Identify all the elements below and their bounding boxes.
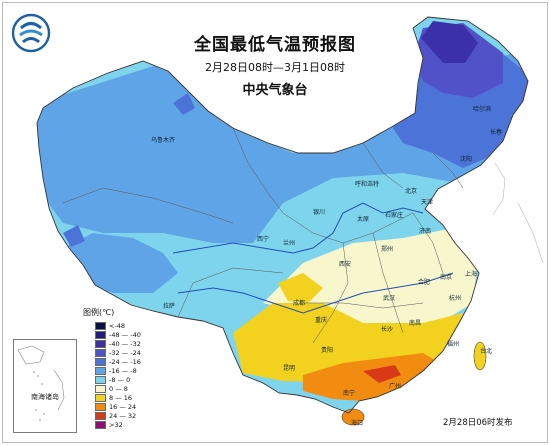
legend-label: 8 — 16 [109,393,133,402]
legend-label: -16 — -8 [109,366,137,375]
city-label: 银川 [313,209,326,216]
issuing-agency: 中央气象台 [242,83,308,98]
legend-item: 16 — 24 [95,402,136,411]
legend-swatch [95,330,106,339]
legend-item: -40 — -32 [95,339,141,348]
city-label: 郑州 [381,246,394,253]
city-label: 合肥 [418,279,431,286]
legend-label: >32 [109,420,123,429]
city-label: 呼和浩特 [355,181,380,188]
city-label: 拉萨 [163,303,176,310]
legend-swatch [95,321,106,330]
legend-swatch [95,411,106,420]
legend-swatch [95,348,106,357]
forecast-period: 2月28日08时—3月1日08时 [205,61,345,74]
city-label: 南宁 [343,390,356,397]
legend-item: 8 — 16 [95,393,132,402]
legend-swatch [95,420,106,429]
city-label: 天津 [421,199,434,206]
city-label: 长沙 [381,326,394,333]
city-label: 成都 [293,300,306,307]
legend-title: 图例(℃) [83,308,115,317]
legend-item: -24 — -16 [95,357,141,366]
legend-swatch [95,384,106,393]
city-label: 济南 [419,228,432,235]
city-label: 昆明 [283,365,296,372]
city-label: 广州 [389,383,402,390]
legend-item: >32 [95,420,123,429]
legend-label: 24 — 32 [109,411,137,420]
city-label: 重庆 [315,317,328,324]
legend-swatch [95,402,106,411]
legend-item: 24 — 32 [95,411,136,420]
legend-swatch [95,339,106,348]
legend-item: -16 — -8 [95,366,137,375]
city-label: 南京 [440,274,453,281]
legend-swatch [95,357,106,366]
legend-label: <-48 [109,321,126,330]
south-china-sea-inset: 南海诸岛 [13,339,77,433]
city-label: 海口 [351,420,364,427]
city-label: 杭州 [449,295,462,302]
city-label: 西安 [339,261,352,268]
legend-label: -32 — -24 [109,348,141,357]
legend-item: <-48 [95,321,125,330]
legend-label: -40 — -32 [109,339,141,348]
legend-item: -32 — -24 [95,348,141,357]
legend-label: 16 — 24 [109,402,137,411]
city-label: 哈尔滨 [473,106,492,113]
city-label: 长春 [490,129,503,136]
inset-label: 南海诸岛 [31,393,59,401]
city-label: 台北 [480,348,493,355]
city-label: 南昌 [409,320,422,327]
city-label: 石家庄 [385,212,404,219]
city-label: 西宁 [257,236,270,243]
inset-map [17,345,65,421]
legend-label: -24 — -16 [109,357,141,366]
city-label: 上海 [465,271,478,278]
city-label: 福州 [447,341,460,348]
city-label: 沈阳 [460,156,473,163]
issued-time: 2月28日06时发布 [443,418,513,428]
city-label: 武汉 [383,295,396,302]
legend-label: 0 — 8 [109,384,128,393]
weather-service-logo-icon [11,13,51,53]
city-label: 贵阳 [321,347,334,354]
legend-swatch [95,366,106,375]
legend-swatch [95,375,106,384]
legend-item: -48 — -40 [95,330,141,339]
map-title: 全国最低气温预报图 [194,35,356,55]
city-label: 乌鲁木齐 [151,137,176,144]
city-label: 北京 [405,188,418,195]
legend-item: 0 — 8 [95,384,128,393]
legend-item: -8 — 0 [95,375,130,384]
legend-label: -48 — -40 [109,330,141,339]
city-label: 太原 [357,216,370,223]
legend-swatch [95,393,106,402]
city-label: 兰州 [283,240,296,247]
china-temperature-map [3,3,547,442]
legend-label: -8 — 0 [109,375,131,384]
